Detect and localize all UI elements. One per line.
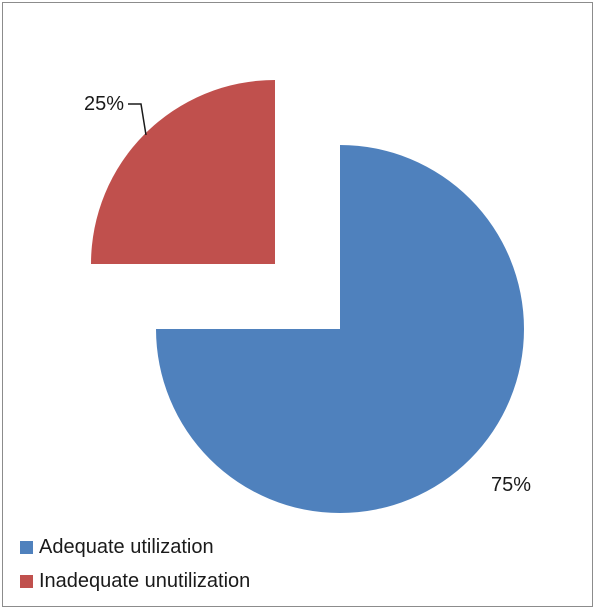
data-labels: 75% 25% [84,93,531,496]
data-label-adequate-utilization: 75% [491,474,531,496]
pie-slices [91,80,524,513]
leader-line-inadequate-unutilization [128,103,147,136]
leader-lines [128,103,147,136]
data-label-inadequate-unutilization: 25% [84,93,124,115]
pie-slice-adequate-utilization [156,145,524,513]
pie-slice-inadequate-unutilization [91,80,275,264]
